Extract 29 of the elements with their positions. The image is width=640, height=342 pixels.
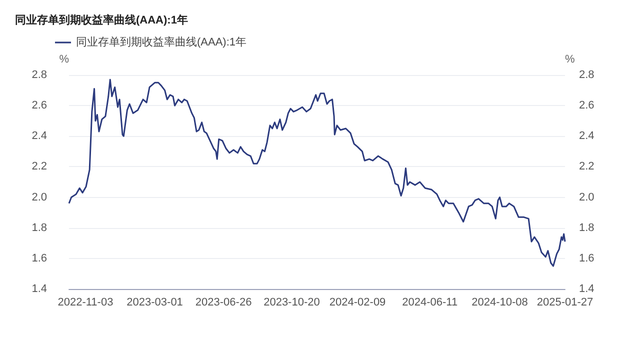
y-tick-label: 2.8 [32, 69, 47, 81]
x-tick-label: 2024-02-09 [329, 296, 386, 308]
y2-tick-label: 2.2 [579, 160, 594, 173]
x-tick-label: 2022-11-03 [58, 296, 114, 308]
x-tick-label: 2024-10-08 [472, 296, 528, 308]
y-axis-title: % [59, 54, 70, 66]
y2-tick-label: 1.6 [579, 252, 594, 264]
y2-tick-label: 1.8 [579, 222, 594, 234]
chart-title: 同业存单到期收益率曲线(AAA):1年 [15, 14, 188, 26]
y-tick-label: 1.8 [32, 222, 47, 234]
x-tick-label: 2023-10-20 [264, 296, 320, 308]
y2-tick-label: 2.4 [579, 130, 594, 142]
y2-tick-label: 2.6 [579, 100, 594, 112]
y2-tick-label: 2.8 [579, 69, 594, 81]
y-tick-label: 1.4 [32, 283, 47, 295]
x-tick-label: 2023-06-26 [195, 296, 252, 308]
x-tick-label: 2023-03-01 [126, 296, 183, 308]
legend-label: 同业存单到期收益率曲线(AAA):1年 [76, 36, 247, 48]
x-tick-label: 2024-06-11 [402, 296, 458, 308]
y-tick-label: 2.6 [32, 100, 47, 112]
y-tick-label: 2.0 [32, 191, 47, 204]
line-series [68, 78, 566, 267]
y-tick-label: 1.6 [32, 252, 47, 264]
y2-tick-label: 2.0 [579, 191, 594, 204]
y2-axis-title: % [565, 54, 575, 66]
y-tick-label: 2.4 [32, 130, 47, 142]
y-tick-label: 2.2 [32, 160, 47, 173]
y2-tick-label: 1.4 [579, 283, 594, 295]
x-tick-label: 2025-01-27 [536, 296, 594, 308]
